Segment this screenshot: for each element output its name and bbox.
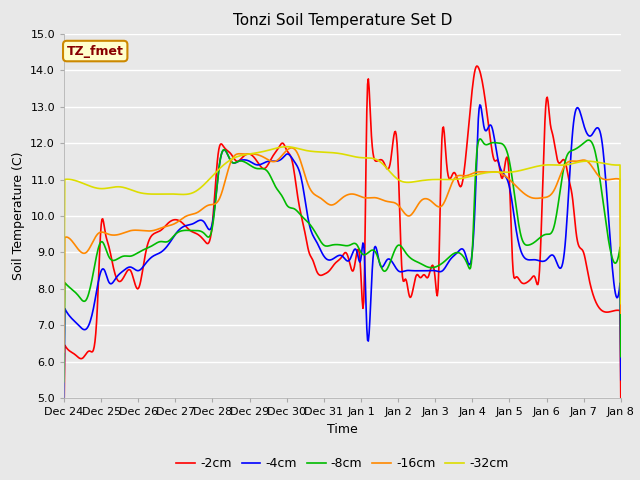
- -4cm: [70, 318, 78, 324]
- Line: -2cm: -2cm: [64, 66, 621, 423]
- X-axis label: Time: Time: [327, 423, 358, 436]
- -32cm: [60, 311, 68, 316]
- -8cm: [127, 253, 135, 259]
- Title: Tonzi Soil Temperature Set D: Tonzi Soil Temperature Set D: [233, 13, 452, 28]
- -16cm: [411, 207, 419, 213]
- Legend: -2cm, -4cm, -8cm, -16cm, -32cm: -2cm, -4cm, -8cm, -16cm, -32cm: [172, 452, 513, 475]
- -8cm: [184, 228, 192, 233]
- Line: -8cm: -8cm: [64, 139, 621, 382]
- -4cm: [476, 102, 484, 108]
- -16cm: [70, 241, 78, 247]
- -32cm: [411, 179, 419, 184]
- -32cm: [214, 168, 221, 174]
- Text: TZ_fmet: TZ_fmet: [67, 45, 124, 58]
- -2cm: [184, 226, 192, 231]
- Line: -32cm: -32cm: [64, 147, 621, 313]
- -2cm: [473, 63, 481, 69]
- -16cm: [288, 145, 296, 151]
- -32cm: [428, 177, 435, 182]
- -32cm: [184, 191, 192, 197]
- -32cm: [127, 187, 135, 193]
- -16cm: [127, 228, 135, 233]
- -8cm: [426, 264, 434, 270]
- -2cm: [214, 158, 221, 164]
- -8cm: [476, 136, 484, 142]
- -16cm: [184, 213, 192, 218]
- -4cm: [184, 222, 192, 228]
- -32cm: [617, 300, 625, 306]
- Line: -16cm: -16cm: [64, 148, 621, 352]
- -4cm: [127, 264, 135, 270]
- -4cm: [617, 377, 625, 383]
- -2cm: [70, 351, 78, 357]
- -4cm: [60, 396, 68, 402]
- -2cm: [426, 267, 434, 273]
- -16cm: [60, 349, 68, 355]
- -2cm: [410, 281, 418, 287]
- -8cm: [60, 379, 68, 384]
- -16cm: [214, 199, 221, 205]
- -2cm: [617, 398, 625, 404]
- -2cm: [60, 420, 68, 426]
- -8cm: [214, 180, 221, 186]
- -4cm: [214, 180, 221, 185]
- -2cm: [127, 269, 135, 275]
- -8cm: [70, 288, 78, 294]
- -8cm: [617, 354, 625, 360]
- -16cm: [617, 310, 625, 316]
- -4cm: [410, 268, 418, 274]
- -32cm: [282, 144, 290, 150]
- -32cm: [70, 177, 78, 183]
- -16cm: [428, 198, 435, 204]
- Y-axis label: Soil Temperature (C): Soil Temperature (C): [12, 152, 25, 280]
- Line: -4cm: -4cm: [64, 105, 621, 399]
- -4cm: [426, 268, 434, 274]
- -8cm: [410, 258, 418, 264]
